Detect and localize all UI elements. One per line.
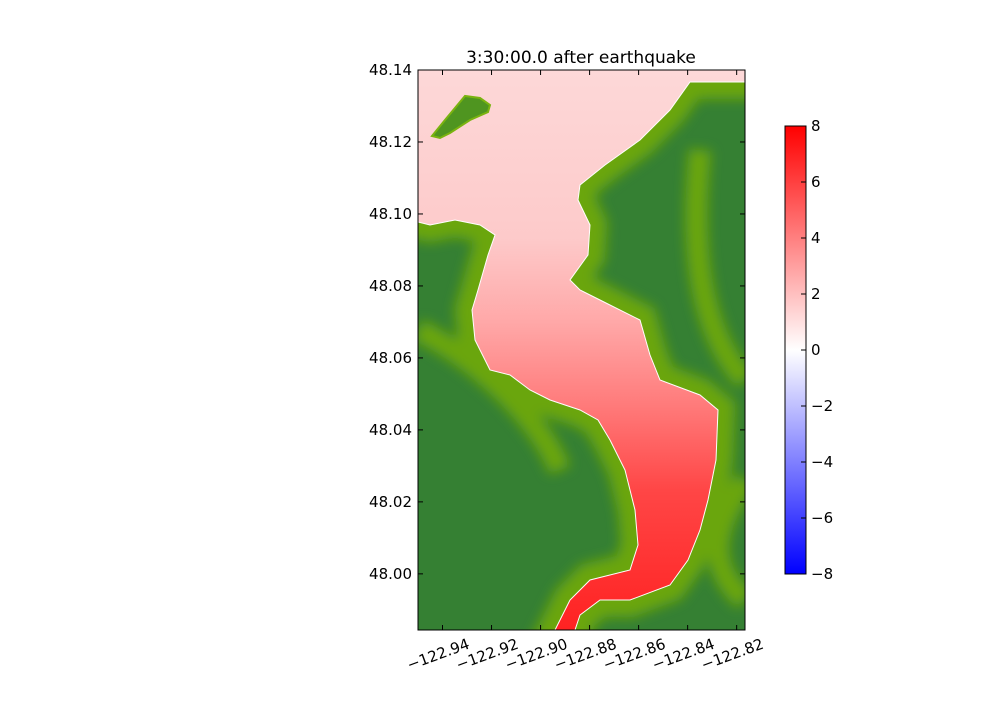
colorbar-tick-label: −6 <box>811 509 833 527</box>
colorbar-tick-label: −8 <box>811 565 833 583</box>
colorbar-tick-label: −2 <box>811 397 833 415</box>
y-tick-label: 48.10 <box>369 205 412 223</box>
y-tick-label: 48.14 <box>369 61 412 79</box>
axes-frame <box>417 69 746 631</box>
y-tick-label: 48.08 <box>369 277 412 295</box>
island <box>430 94 492 140</box>
colorbar-tick-label: 6 <box>811 173 821 191</box>
colorbar-tick-label: 0 <box>811 341 821 359</box>
y-tick-label: 48.06 <box>369 349 412 367</box>
colorbar-tick-label: 2 <box>811 285 821 303</box>
colorbar-tick-label: 4 <box>811 229 821 247</box>
y-tick-label: 48.12 <box>369 133 412 151</box>
colorbar-tick-label: 8 <box>811 117 821 135</box>
y-tick-label: 48.02 <box>369 493 412 511</box>
plot-area <box>418 70 745 630</box>
y-tick-label: 48.04 <box>369 421 412 439</box>
colorbar-tick-label: −4 <box>811 453 833 471</box>
water-surface <box>418 70 745 630</box>
colorbar-axis: −8 −6 −4 −2 0 2 4 6 8 <box>801 117 833 583</box>
y-axis: 48.00 48.02 48.04 48.06 48.08 48.10 48.12 48.14 <box>369 61 745 583</box>
chart-title: 3:30:00.0 after earthquake <box>466 48 696 68</box>
y-tick-label: 48.00 <box>369 565 412 583</box>
